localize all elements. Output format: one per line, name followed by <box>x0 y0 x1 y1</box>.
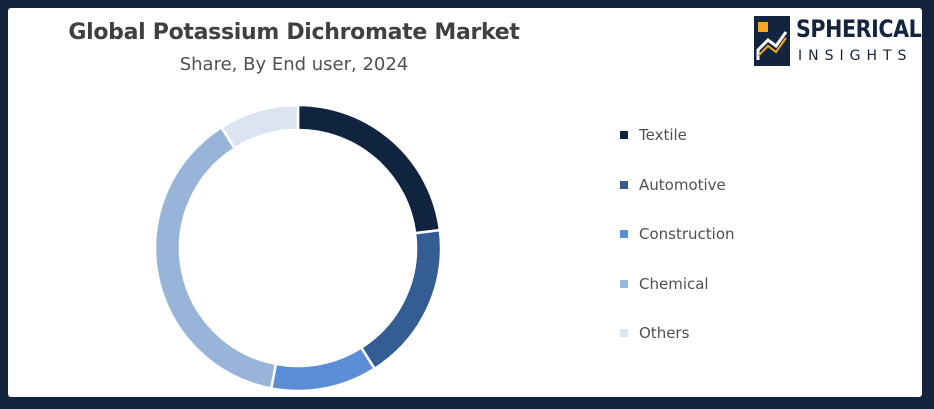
logo-subtext: INSIGHTS <box>798 48 913 64</box>
legend-swatch <box>620 329 628 337</box>
legend-label: Construction <box>639 225 735 243</box>
legend-label: Chemical <box>639 274 709 293</box>
legend-label: Others <box>639 324 690 342</box>
legend-swatch <box>620 180 628 189</box>
legend-swatch <box>620 131 628 139</box>
chart-title: Global Potassium Dichromate Market <box>68 20 520 45</box>
brand-logo: SPHERICAL INSIGHTS <box>754 14 922 72</box>
chart-subtitle: Share, By End user, 2024 <box>179 54 409 75</box>
legend-label: Automotive <box>639 175 726 194</box>
donut-slice-automotive <box>359 228 443 371</box>
legend-swatch <box>620 230 628 238</box>
donut-slice-chemical <box>153 125 278 390</box>
donut-slice-construction <box>269 345 377 393</box>
legend-label: Textile <box>639 126 687 144</box>
logo-wordmark: SPHERICAL <box>796 15 922 43</box>
legend-swatch <box>620 279 628 288</box>
donut-slice-textile <box>296 103 442 235</box>
donut-slice-others <box>219 103 300 151</box>
donut-chart <box>153 103 443 393</box>
chart-frame: Global Potassium Dichromate Market Share… <box>8 8 922 397</box>
logo-mark-icon <box>754 16 790 66</box>
